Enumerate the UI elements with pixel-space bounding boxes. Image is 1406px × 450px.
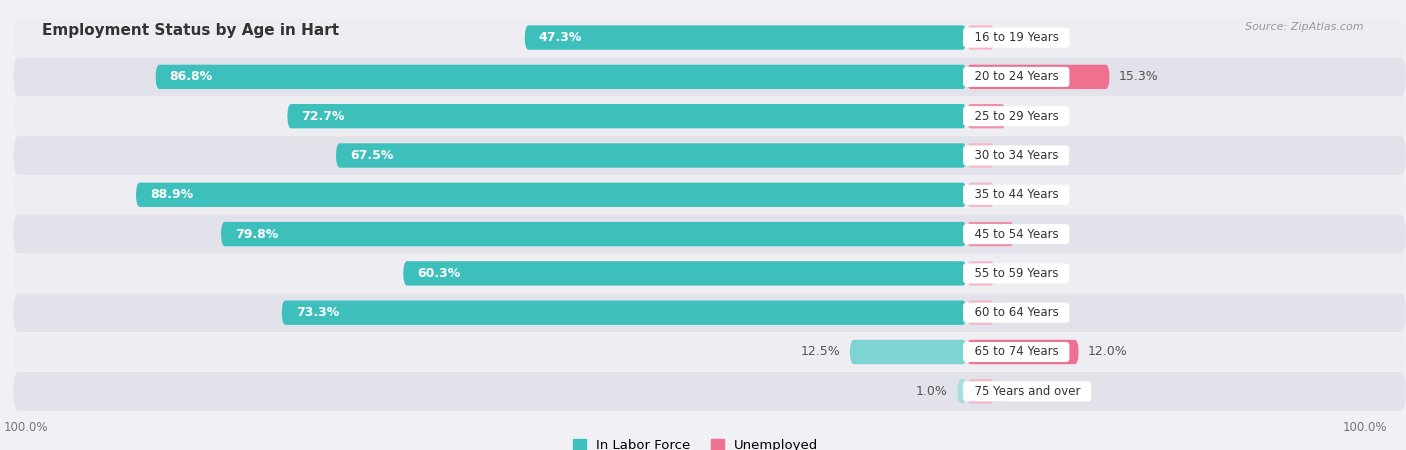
FancyBboxPatch shape (849, 340, 966, 364)
FancyBboxPatch shape (966, 143, 994, 168)
Text: 67.5%: 67.5% (350, 149, 394, 162)
Text: 45 to 54 Years: 45 to 54 Years (966, 228, 1066, 241)
Text: 1.0%: 1.0% (917, 385, 948, 398)
FancyBboxPatch shape (524, 25, 966, 50)
Text: 2.8%: 2.8% (1004, 267, 1036, 280)
Text: 35 to 44 Years: 35 to 44 Years (966, 188, 1066, 201)
FancyBboxPatch shape (966, 340, 1078, 364)
FancyBboxPatch shape (14, 136, 1406, 175)
FancyBboxPatch shape (14, 58, 1406, 96)
Text: 12.0%: 12.0% (1088, 346, 1128, 359)
FancyBboxPatch shape (281, 301, 966, 325)
FancyBboxPatch shape (14, 215, 1406, 253)
Text: 100.0%: 100.0% (4, 421, 49, 434)
FancyBboxPatch shape (966, 25, 994, 50)
Text: 4.2%: 4.2% (1015, 110, 1047, 123)
Text: 0.0%: 0.0% (1004, 385, 1036, 398)
FancyBboxPatch shape (14, 254, 1406, 292)
FancyBboxPatch shape (966, 104, 1005, 128)
Text: 0.0%: 0.0% (1004, 306, 1036, 319)
Text: 79.8%: 79.8% (235, 228, 278, 241)
FancyBboxPatch shape (404, 261, 966, 286)
FancyBboxPatch shape (966, 65, 1109, 89)
Text: 1.4%: 1.4% (1004, 149, 1036, 162)
FancyBboxPatch shape (966, 379, 994, 404)
FancyBboxPatch shape (966, 222, 1014, 246)
FancyBboxPatch shape (957, 379, 966, 404)
Text: 16 to 19 Years: 16 to 19 Years (966, 31, 1066, 44)
Text: 75 Years and over: 75 Years and over (966, 385, 1088, 398)
Text: Employment Status by Age in Hart: Employment Status by Age in Hart (42, 22, 339, 37)
Text: Source: ZipAtlas.com: Source: ZipAtlas.com (1246, 22, 1364, 32)
Text: 0.0%: 0.0% (1004, 188, 1036, 201)
Text: 60 to 64 Years: 60 to 64 Years (966, 306, 1066, 319)
FancyBboxPatch shape (14, 293, 1406, 332)
Text: 12.5%: 12.5% (801, 346, 841, 359)
FancyBboxPatch shape (966, 183, 994, 207)
Text: 100.0%: 100.0% (1343, 421, 1388, 434)
FancyBboxPatch shape (14, 176, 1406, 214)
FancyBboxPatch shape (966, 261, 994, 286)
FancyBboxPatch shape (287, 104, 966, 128)
Text: 47.3%: 47.3% (538, 31, 582, 44)
Legend: In Labor Force, Unemployed: In Labor Force, Unemployed (572, 439, 818, 450)
Text: 73.3%: 73.3% (295, 306, 339, 319)
FancyBboxPatch shape (14, 333, 1406, 371)
Text: 25 to 29 Years: 25 to 29 Years (966, 110, 1066, 123)
Text: 88.9%: 88.9% (150, 188, 193, 201)
FancyBboxPatch shape (14, 97, 1406, 135)
FancyBboxPatch shape (221, 222, 966, 246)
FancyBboxPatch shape (336, 143, 966, 168)
Text: 65 to 74 Years: 65 to 74 Years (966, 346, 1066, 359)
FancyBboxPatch shape (136, 183, 966, 207)
Text: 60.3%: 60.3% (418, 267, 460, 280)
FancyBboxPatch shape (14, 18, 1406, 57)
Text: 55 to 59 Years: 55 to 59 Years (966, 267, 1066, 280)
Text: 72.7%: 72.7% (301, 110, 344, 123)
FancyBboxPatch shape (966, 301, 994, 325)
Text: 30 to 34 Years: 30 to 34 Years (966, 149, 1066, 162)
Text: 15.3%: 15.3% (1119, 70, 1159, 83)
FancyBboxPatch shape (14, 372, 1406, 410)
FancyBboxPatch shape (156, 65, 966, 89)
Text: 86.8%: 86.8% (170, 70, 212, 83)
Text: 20 to 24 Years: 20 to 24 Years (966, 70, 1066, 83)
Text: 5.1%: 5.1% (1024, 228, 1056, 241)
Text: 0.0%: 0.0% (1004, 31, 1036, 44)
